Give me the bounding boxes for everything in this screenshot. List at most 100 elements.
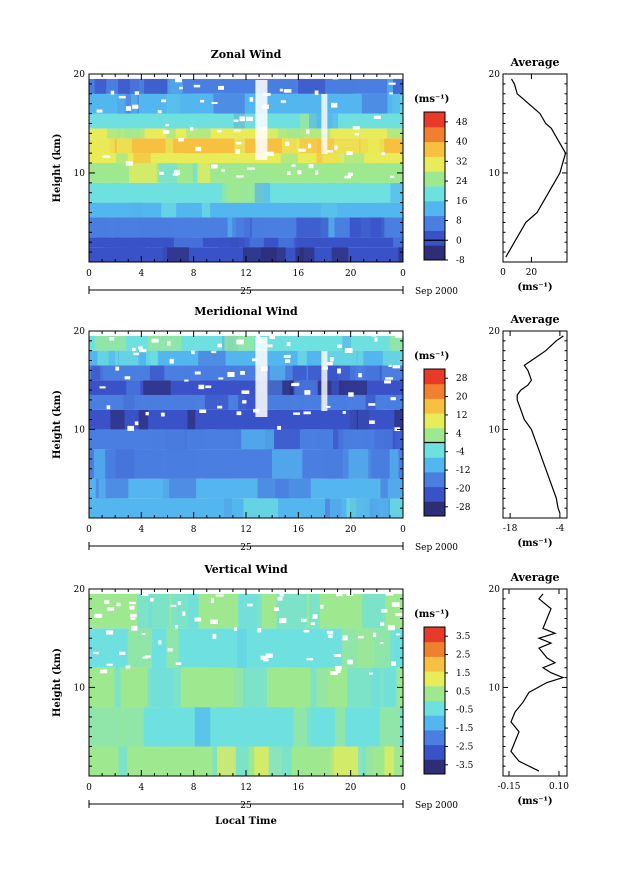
colorbar: (ms⁻¹) 3.5 2.5 1.5 0.5 -0.5 -1.5 -2.5 -3.5 <box>414 609 474 775</box>
y-tick-label: 10 <box>74 425 86 435</box>
x-tick-label: 12 <box>240 525 251 535</box>
data-gap <box>331 102 338 108</box>
profile-unit: (ms⁻¹) <box>517 282 552 293</box>
heatmap-cell <box>98 478 106 499</box>
data-gap <box>255 80 268 160</box>
data-gap <box>392 365 401 369</box>
heatmap-cell <box>356 498 389 518</box>
profile-unit: (ms⁻¹) <box>517 538 552 549</box>
profile-y-tick-label: 10 <box>489 425 501 435</box>
heatmap-cell <box>360 365 380 381</box>
heatmap-cell <box>197 138 234 154</box>
heatmap-cell <box>128 163 157 183</box>
profile-x-tick-label: -0.15 <box>497 782 520 792</box>
data-gap <box>132 104 139 109</box>
heatmap-cell <box>294 380 318 395</box>
heatmap-cell <box>373 202 396 218</box>
heatmap-cell <box>367 138 385 154</box>
data-gap <box>305 129 310 134</box>
data-gap <box>330 357 334 362</box>
data-gap <box>116 602 121 607</box>
heatmap-cell <box>389 449 399 479</box>
colorbar-label: 40 <box>456 138 468 148</box>
data-gap <box>396 633 401 636</box>
heatmap-cell <box>335 707 346 747</box>
data-gaps <box>89 331 403 432</box>
data-gap <box>384 380 392 384</box>
x-tick-label: 12 <box>240 783 251 793</box>
heatmap-cell <box>166 628 179 668</box>
data-gap <box>381 608 388 613</box>
heatmap-cell <box>340 449 349 479</box>
data-gap <box>326 630 334 634</box>
colorbar-label: 8 <box>456 217 462 227</box>
average-frame <box>502 330 568 519</box>
data-gap <box>330 671 338 676</box>
panel-1: Meridional Wind 0 4 8 12 16 20 0 25 Sep 2000 20 10 H… <box>52 305 568 553</box>
average-profile: Average 20 10 -0.15 0.10 (ms⁻¹) <box>489 571 570 807</box>
data-gap <box>246 116 254 122</box>
day-label: 25 <box>240 801 252 811</box>
heatmap-cell <box>222 667 244 708</box>
data-gap <box>388 82 396 85</box>
data-gap <box>94 613 103 618</box>
heatmap-cell <box>201 202 211 218</box>
x-tick-label: 0 <box>400 525 406 535</box>
data-gap <box>297 170 302 175</box>
average-frame <box>502 588 568 777</box>
x-tick-label: 16 <box>293 269 305 279</box>
heatmap-cell <box>365 429 393 450</box>
heatmap-cell <box>349 163 362 183</box>
data-gap <box>385 592 394 596</box>
heatmap-band <box>89 478 403 499</box>
data-gap <box>247 603 253 607</box>
heatmap-cell <box>194 707 211 747</box>
colorbar-swatch <box>424 685 445 701</box>
colorbar-swatch <box>424 383 445 399</box>
data-gap <box>298 148 306 152</box>
heatmap-cell <box>124 128 141 139</box>
heatmap-cell <box>94 78 107 94</box>
heatmap-cell <box>211 182 223 203</box>
data-gap <box>257 628 262 633</box>
data-gap <box>390 397 396 401</box>
heatmap-cell <box>215 409 238 430</box>
heatmap-cell <box>143 380 171 395</box>
data-gap <box>387 625 395 631</box>
data-gap <box>125 665 131 669</box>
data-gap <box>179 86 183 90</box>
heatmap-cell <box>341 628 369 668</box>
colorbar-swatch <box>424 729 445 746</box>
data-gap <box>335 665 342 671</box>
heatmap-cell <box>286 335 313 351</box>
heatmap-cell <box>272 153 283 164</box>
heatmap-cell <box>243 163 257 183</box>
data-gap <box>150 598 154 602</box>
average-frame <box>502 73 568 263</box>
data-gap <box>307 143 312 149</box>
y-tick-label: 20 <box>74 585 86 595</box>
profile-y-tick-label: 10 <box>489 683 501 693</box>
colorbar-frame <box>423 626 446 775</box>
data-gap <box>210 619 218 624</box>
heatmap-cell <box>322 153 345 164</box>
data-gap <box>241 390 250 394</box>
colorbar-label: -2.5 <box>456 742 474 752</box>
heatmap-cell <box>392 78 403 94</box>
heatmap-cell <box>228 182 261 203</box>
data-gap <box>283 354 291 358</box>
heatmap-cell <box>318 429 328 450</box>
colorbar-label: 28 <box>456 374 468 384</box>
data-gap <box>395 613 404 617</box>
data-gap <box>265 653 273 659</box>
heatmap-cell <box>149 365 165 381</box>
heatmap-cell <box>114 237 148 248</box>
heatmap-cell <box>368 449 389 479</box>
heatmap-cell <box>116 138 132 154</box>
heatmap-cell <box>357 409 380 430</box>
heatmap-cell <box>367 153 402 164</box>
heatmap-cell <box>166 128 176 139</box>
data-gap <box>279 88 283 92</box>
heatmap-cell <box>126 202 160 218</box>
heatmap-cell <box>148 335 183 351</box>
